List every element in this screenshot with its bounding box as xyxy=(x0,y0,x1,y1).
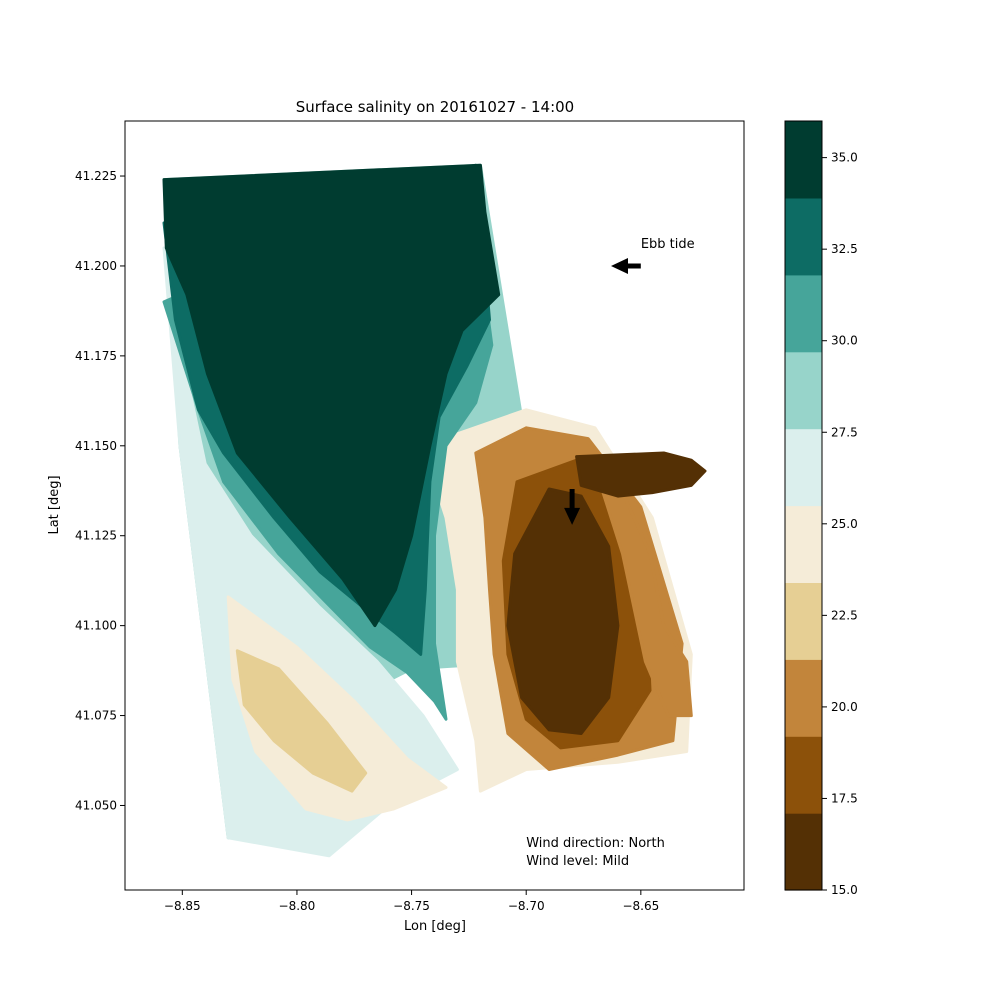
salinity-region-11 xyxy=(162,163,501,628)
salinity-region-8 xyxy=(598,480,693,718)
colorbar-tick-label: 17.5 xyxy=(831,791,858,805)
colorbar-segment xyxy=(785,659,822,737)
salinity-region-12 xyxy=(575,451,707,498)
y-tick-label: 41.150 xyxy=(75,439,117,453)
x-tick-label: −8.85 xyxy=(164,899,201,913)
colorbar-tick-label: 25.0 xyxy=(831,517,858,531)
colorbar-tick-label: 35.0 xyxy=(831,151,858,165)
colorbar-tick-label: 27.5 xyxy=(831,425,858,439)
salinity-map xyxy=(162,163,707,858)
annotation-text: Wind level: Mild xyxy=(526,854,629,869)
x-tick-label: −8.70 xyxy=(508,899,545,913)
annotation-arrows xyxy=(564,258,641,525)
y-tick-label: 41.075 xyxy=(75,709,117,723)
arrow xyxy=(611,258,641,274)
annotations: Ebb tide Wind direction: North Wind level:… xyxy=(526,237,694,869)
colorbar-segment xyxy=(785,736,822,814)
colorbar-segment xyxy=(785,351,822,430)
colorbar: 15.0 17.5 20.0 22.5 25.0 27.5 30.0 32.5 35.0 xyxy=(784,120,858,897)
annotation-text: Ebb tide xyxy=(641,237,695,252)
colorbar-segment xyxy=(785,197,822,276)
y-tick-label: 41.100 xyxy=(75,619,117,633)
colorbar-frame xyxy=(784,120,823,891)
colorbar-segment xyxy=(785,813,822,891)
x-tick-label: −8.65 xyxy=(622,899,659,913)
y-tick-label: 41.200 xyxy=(75,259,117,273)
x-axis-label: Lon [deg] xyxy=(404,919,466,934)
y-tick-label: 41.225 xyxy=(75,169,117,183)
y-tick-label: 41.175 xyxy=(75,349,117,363)
annotation-text: Wind direction: North xyxy=(526,836,665,851)
salinity-region-1 xyxy=(162,246,459,858)
x-axis: −8.85 −8.80 −8.75 −8.70 −8.65 xyxy=(164,890,659,913)
salinity-region-2 xyxy=(226,595,448,822)
arrow xyxy=(564,489,581,525)
colorbar-segment xyxy=(785,505,822,583)
colorbar-segment xyxy=(785,274,822,353)
chart-title: Surface salinity on 20161027 - 14:00 xyxy=(296,98,574,116)
y-axis-label: Lat [deg] xyxy=(47,475,62,534)
x-tick-label: −8.75 xyxy=(393,899,430,913)
plot-frame xyxy=(124,120,745,891)
colorbar-tick-label: 30.0 xyxy=(831,334,858,348)
colorbar-tick-label: 20.0 xyxy=(831,700,858,714)
y-tick-label: 41.125 xyxy=(75,529,117,543)
colorbar-tick-label: 15.0 xyxy=(831,883,858,897)
colorbar-tick-label: 22.5 xyxy=(831,608,858,622)
salinity-region-3 xyxy=(235,649,368,793)
y-tick-label: 41.050 xyxy=(75,798,117,812)
colorbar-segment xyxy=(785,582,822,660)
salinity-region-7 xyxy=(506,487,620,735)
colorbar-segment xyxy=(785,428,822,507)
x-tick-label: −8.80 xyxy=(279,899,316,913)
colorbar-segment xyxy=(785,121,822,199)
colorbar-tick-label: 32.5 xyxy=(831,242,858,256)
y-axis: 41.050 41.075 41.100 41.125 41.150 41.175 41.2… xyxy=(75,169,125,812)
